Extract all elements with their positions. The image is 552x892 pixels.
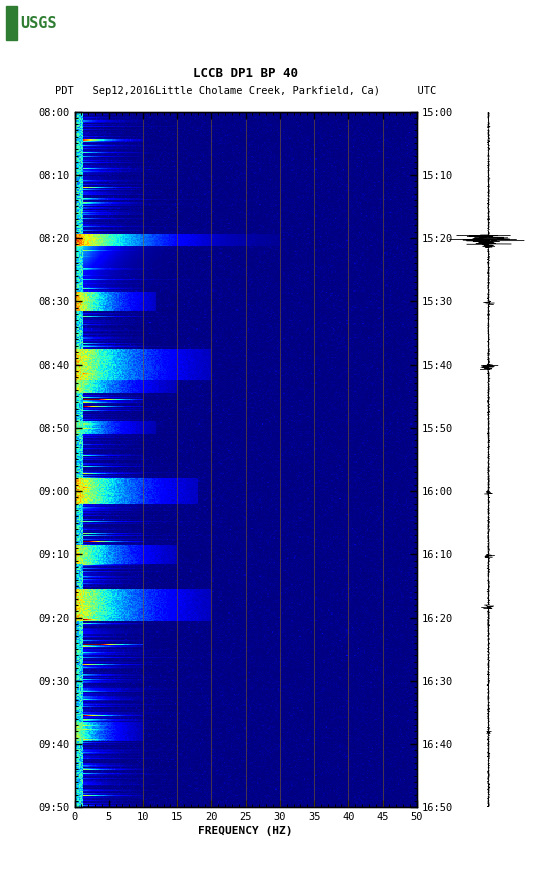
Text: PDT   Sep12,2016Little Cholame Creek, Parkfield, Ca)      UTC: PDT Sep12,2016Little Cholame Creek, Park…	[55, 86, 436, 96]
Text: USGS: USGS	[20, 16, 57, 30]
Bar	[6, 6, 18, 40]
Text: LCCB DP1 BP 40: LCCB DP1 BP 40	[193, 67, 298, 79]
X-axis label: FREQUENCY (HZ): FREQUENCY (HZ)	[198, 826, 293, 837]
